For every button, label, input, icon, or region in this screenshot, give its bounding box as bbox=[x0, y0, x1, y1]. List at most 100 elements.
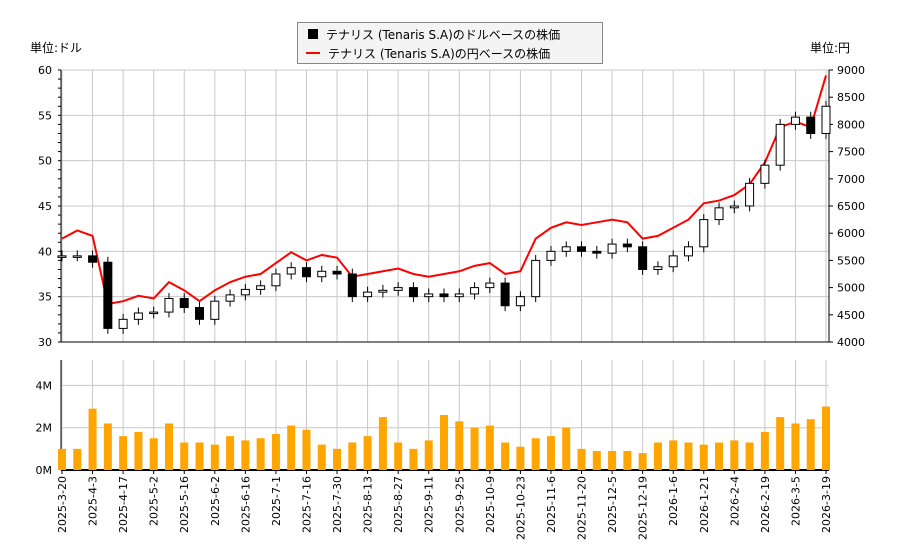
left-axis-tick-label: 60 bbox=[38, 64, 52, 77]
candle-body bbox=[607, 243, 617, 254]
candle-body bbox=[347, 273, 357, 298]
x-tick-label: 2025-4-17 bbox=[117, 476, 130, 533]
volume-bar bbox=[378, 417, 387, 470]
volume-bar bbox=[760, 431, 769, 470]
candle-body bbox=[195, 307, 205, 320]
candle-body bbox=[790, 116, 800, 125]
x-tick-label: 2025-8-27 bbox=[392, 476, 405, 533]
x-tick-label: 2025-10-9 bbox=[484, 476, 497, 533]
candle-body bbox=[225, 294, 235, 302]
volume-bar bbox=[134, 431, 143, 470]
candle-body bbox=[133, 312, 143, 320]
candle-body bbox=[57, 255, 67, 258]
candle-body bbox=[424, 293, 434, 298]
volume-bar bbox=[103, 423, 112, 470]
candle-body bbox=[699, 219, 709, 248]
volume-bar bbox=[409, 448, 418, 470]
volume-bar bbox=[348, 442, 357, 470]
candle-body bbox=[806, 116, 816, 134]
x-tick-label: 2025-8-13 bbox=[362, 476, 375, 533]
right-axis-tick-label: 5000 bbox=[837, 282, 865, 295]
x-tick-label: 2025-10-23 bbox=[514, 476, 527, 540]
red-line-icon bbox=[306, 52, 320, 54]
candle-body bbox=[668, 255, 678, 268]
candle-body bbox=[286, 267, 296, 275]
volume-axis-tick-label: 4M bbox=[36, 379, 53, 392]
right-axis-tick-label: 8500 bbox=[837, 91, 865, 104]
left-axis-tick-label: 55 bbox=[38, 109, 52, 122]
volume-bar bbox=[638, 453, 647, 470]
legend-item-jpy: テナリス (Tenaris S.A)の円ベースの株価 bbox=[306, 44, 550, 62]
volume-bar bbox=[669, 440, 678, 470]
x-tick-label: 2025-5-16 bbox=[178, 476, 191, 533]
legend-usd-label: テナリス (Tenaris S.A)のドルベースの株価 bbox=[326, 27, 561, 42]
candle-body bbox=[439, 293, 449, 298]
right-axis-tick-label: 6500 bbox=[837, 200, 865, 213]
x-tick-label: 2025-5-2 bbox=[148, 476, 161, 526]
x-tick-label: 2026-1-21 bbox=[698, 476, 711, 533]
right-axis-tick-label: 6000 bbox=[837, 227, 865, 240]
volume-bar bbox=[745, 442, 754, 470]
volume-bar bbox=[791, 423, 800, 470]
candle-body bbox=[760, 164, 770, 184]
volume-bar bbox=[226, 436, 235, 470]
candle-body bbox=[301, 267, 311, 278]
candle-body bbox=[454, 293, 464, 298]
volume-bar bbox=[195, 442, 204, 470]
candle-body bbox=[88, 255, 98, 263]
volume-bar bbox=[485, 425, 494, 470]
left-axis-tick-label: 35 bbox=[38, 291, 52, 304]
right-axis-tick-label: 7500 bbox=[837, 146, 865, 159]
volume-bar bbox=[149, 438, 158, 470]
candle-body bbox=[470, 287, 480, 295]
volume-bar bbox=[440, 415, 448, 470]
legend-item-usd: テナリス (Tenaris S.A)のドルベースの株価 bbox=[306, 25, 560, 43]
volume-bar bbox=[287, 425, 296, 470]
volume-bar bbox=[531, 438, 540, 470]
candle-body bbox=[179, 297, 189, 309]
candle-body bbox=[378, 289, 388, 293]
volume-bar bbox=[424, 440, 433, 470]
right-axis-tick-label: 5500 bbox=[837, 254, 865, 267]
x-tick-label: 2025-12-5 bbox=[606, 476, 619, 533]
volume-bar bbox=[164, 423, 173, 470]
volume-bar bbox=[271, 434, 280, 470]
candle-body bbox=[622, 243, 632, 248]
candle-body bbox=[775, 123, 785, 166]
candle-body bbox=[103, 261, 113, 329]
candle-body bbox=[500, 282, 510, 307]
volume-bar bbox=[822, 406, 830, 470]
candle-body bbox=[577, 246, 587, 252]
candle-body bbox=[546, 250, 556, 261]
right-axis-tick-label: 4000 bbox=[837, 336, 865, 349]
volume-bar bbox=[653, 442, 662, 470]
candle-body bbox=[271, 273, 281, 287]
candle-body bbox=[714, 207, 724, 221]
x-tick-label: 2025-6-16 bbox=[239, 476, 252, 533]
volume-bar bbox=[776, 417, 785, 470]
volume-bar bbox=[73, 448, 82, 470]
volume-bar bbox=[516, 446, 525, 470]
left-axis-tick-label: 30 bbox=[38, 336, 52, 349]
candle-body bbox=[683, 246, 693, 257]
candle-body bbox=[821, 105, 831, 134]
candle-body bbox=[408, 287, 418, 298]
volume-bar bbox=[210, 444, 219, 470]
candle-body bbox=[531, 259, 541, 298]
x-tick-label: 2025-7-30 bbox=[331, 476, 344, 533]
candle-body bbox=[72, 255, 82, 258]
black-square-icon bbox=[308, 29, 318, 39]
candle-body bbox=[729, 205, 739, 209]
x-tick-label: 2026-3-5 bbox=[789, 476, 802, 526]
volume-bar bbox=[562, 427, 571, 470]
candle-body bbox=[653, 266, 663, 270]
x-tick-label: 2025-3-20 bbox=[56, 476, 69, 533]
volume-bar bbox=[546, 436, 555, 470]
volume-bar bbox=[623, 450, 632, 470]
volume-bar bbox=[470, 427, 479, 470]
volume-axis-tick-label: 2M bbox=[36, 422, 53, 435]
x-tick-label: 2025-11-6 bbox=[545, 476, 558, 533]
candle-body bbox=[561, 246, 571, 252]
legend-jpy-label: テナリス (Tenaris S.A)の円ベースの株価 bbox=[328, 46, 551, 61]
right-axis-tick-label: 8000 bbox=[837, 118, 865, 131]
